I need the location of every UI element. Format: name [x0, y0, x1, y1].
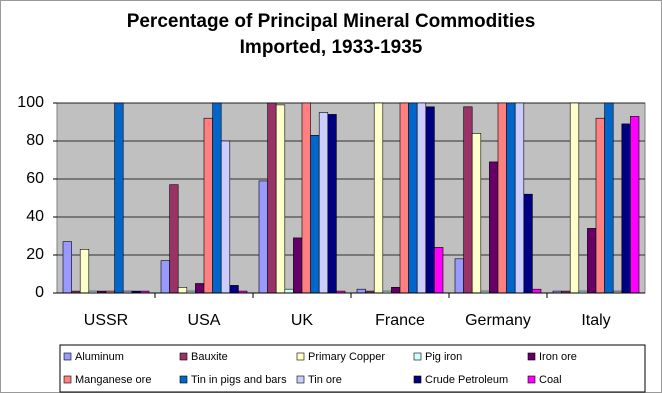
legend-label: Coal: [539, 374, 562, 386]
bar: [621, 123, 631, 294]
chart-title: Imported, 1933-1935: [240, 37, 423, 58]
bar: [523, 193, 533, 294]
bar: [425, 106, 435, 294]
legend-swatch: [63, 375, 72, 384]
bar: [471, 133, 482, 294]
y-tick-label: 40: [26, 208, 44, 225]
legend-label: Iron ore: [539, 351, 577, 363]
bar: [169, 184, 179, 294]
y-tick-label: 60: [26, 170, 44, 187]
x-tick-label: USA: [188, 312, 221, 329]
bar: [604, 102, 614, 294]
bar: [454, 258, 464, 294]
bar: [416, 102, 427, 294]
legend-swatch: [179, 352, 188, 361]
bar: [293, 237, 303, 294]
legend-label: Primary Copper: [308, 351, 385, 363]
bar: [318, 112, 329, 294]
x-tick-label: USSR: [84, 312, 128, 329]
bar: [327, 114, 337, 294]
legend-swatch: [413, 352, 422, 361]
bar: [514, 102, 525, 294]
bar: [310, 135, 320, 294]
legend-swatch: [179, 375, 188, 384]
bar: [177, 286, 188, 294]
legend-label: Aluminum: [75, 351, 124, 363]
bar: [160, 260, 170, 294]
y-tick-label: 0: [35, 284, 44, 301]
x-tick-label: Italy: [581, 312, 610, 329]
legend-label: Manganese ore: [75, 374, 151, 386]
bar: [569, 102, 580, 294]
legend-label: Bauxite: [191, 351, 228, 363]
legend-label: Pig iron: [425, 351, 462, 363]
bar: [267, 102, 277, 294]
bar: [301, 102, 311, 294]
chart-title: Percentage of Principal Mineral Commodit…: [127, 11, 536, 32]
x-tick-label: UK: [291, 312, 314, 329]
legend-label: Tin ore: [308, 374, 342, 386]
bar: [229, 285, 239, 294]
bar: [195, 283, 205, 294]
bar: [399, 102, 409, 294]
bar: [284, 288, 294, 294]
legend-swatch: [527, 375, 536, 384]
bar: [434, 247, 444, 294]
bar: [532, 288, 542, 294]
bar: [203, 117, 213, 294]
bar: [220, 140, 231, 294]
bar: [62, 241, 72, 294]
bar: [489, 161, 499, 294]
bar: [79, 249, 90, 294]
legend-box: [59, 344, 646, 393]
bar: [408, 102, 418, 294]
bar: [391, 286, 401, 294]
bar: [463, 106, 473, 294]
bar: [212, 102, 222, 294]
bar: [356, 288, 366, 294]
bar: [497, 102, 507, 294]
x-tick-label: France: [375, 312, 425, 329]
y-tick-label: 80: [26, 132, 44, 149]
y-tick-label: 100: [17, 94, 44, 111]
bar: [506, 102, 516, 294]
legend-swatch: [296, 352, 305, 361]
legend-swatch: [63, 352, 72, 361]
bar: [373, 102, 384, 294]
plot-area: [56, 102, 646, 294]
legend-swatch: [527, 352, 536, 361]
legend-label: Tin in pigs and bars: [191, 374, 287, 386]
y-tick-label: 20: [26, 246, 44, 263]
bar: [275, 104, 286, 294]
bar: [587, 228, 597, 294]
legend-swatch: [413, 375, 422, 384]
x-tick-label: Germany: [465, 312, 531, 329]
legend-swatch: [296, 375, 305, 384]
bar: [595, 117, 605, 294]
bar: [630, 116, 640, 294]
legend-label: Crude Petroleum: [425, 374, 508, 386]
bar: [114, 102, 124, 294]
bar: [258, 180, 268, 294]
